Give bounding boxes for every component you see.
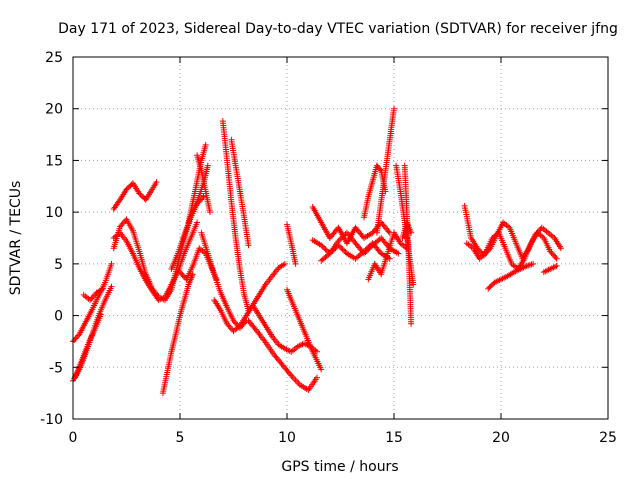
y-tick-label: 0 — [54, 309, 63, 325]
x-tick-label: 10 — [278, 430, 296, 446]
x-axis-label: GPS time / hours — [281, 459, 398, 475]
data-point-markers — [159, 271, 196, 397]
x-tick-label: 25 — [599, 430, 617, 446]
y-tick-label: 25 — [45, 50, 63, 66]
data-point-markers — [219, 118, 252, 314]
series-arc-3 — [72, 311, 104, 381]
data-point-markers — [194, 152, 213, 216]
series-arc-5 — [110, 179, 160, 212]
series-arc-32 — [485, 260, 537, 292]
x-tick-label: 5 — [176, 430, 185, 446]
data-point-markers — [284, 286, 325, 373]
series-arc-17 — [245, 317, 320, 393]
data-point-markers — [284, 221, 299, 267]
x-tick-label: 0 — [69, 430, 78, 446]
series-arc-4 — [80, 285, 106, 304]
series-arc-15 — [219, 118, 252, 314]
series-arc-29 — [399, 219, 415, 241]
data-point-markers — [401, 162, 415, 327]
data-point-markers — [72, 311, 104, 381]
y-tick-label: -5 — [49, 360, 63, 376]
series-arc-20 — [284, 221, 299, 267]
series-arc-7 — [110, 219, 201, 304]
series-arc-8 — [159, 271, 196, 397]
data-point-markers — [318, 240, 393, 264]
data-point-markers — [540, 262, 560, 276]
data-point-markers — [399, 219, 415, 241]
series-arc-25 — [373, 105, 397, 236]
data-point-markers — [485, 260, 537, 292]
series-arc-26 — [365, 229, 410, 283]
x-tick-label: 15 — [385, 430, 403, 446]
axis-ticks: -10 -5 0 5 10 15 20 25 0 5 10 15 20 25 — [40, 50, 617, 446]
data-point-markers — [110, 179, 160, 212]
series-arc-12 — [194, 152, 213, 216]
data-point-markers — [80, 285, 106, 304]
y-tick-label: 5 — [54, 257, 63, 273]
data-point-markers — [245, 317, 320, 393]
data-point-markers — [110, 219, 201, 304]
y-tick-label: 10 — [45, 205, 63, 221]
series-arc-33 — [540, 262, 560, 276]
data-point-markers — [365, 229, 410, 283]
series-arc-19 — [284, 286, 325, 373]
y-tick-label: 15 — [45, 153, 63, 169]
data-point-markers — [228, 136, 252, 249]
series-arc-16 — [228, 136, 252, 249]
data-marks — [70, 105, 564, 397]
y-tick-label: -10 — [40, 412, 63, 428]
data-point-markers — [373, 105, 397, 236]
series-arc-23 — [318, 240, 393, 264]
plot-frame — [72, 56, 609, 420]
series-arc-28 — [401, 162, 415, 327]
chart-title: Day 171 of 2023, Sidereal Day-to-day VTE… — [58, 21, 618, 37]
y-tick-label: 20 — [45, 102, 63, 118]
y-axis-label: SDTVAR / TECUs — [8, 181, 24, 296]
x-tick-label: 20 — [492, 430, 510, 446]
